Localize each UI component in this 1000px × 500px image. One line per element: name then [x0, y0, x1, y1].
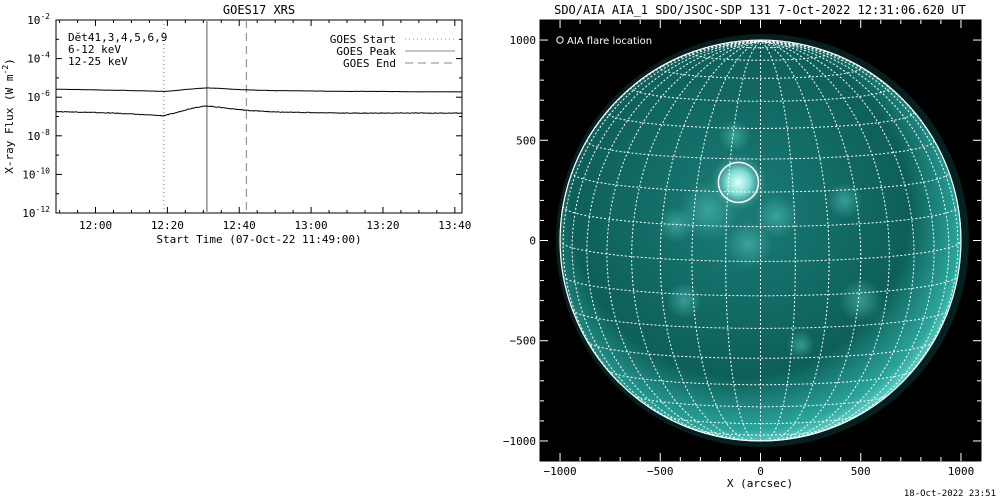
- grid-longitude-line: [691, 40, 761, 442]
- goes-y-tick-base: 10: [27, 14, 40, 27]
- aia-x-tick-label: 0: [757, 465, 764, 478]
- active-regions: [658, 120, 883, 359]
- goes-y-tick-exp: -10: [36, 166, 51, 175]
- xrs-series-short: [56, 105, 462, 117]
- solar-limb: [559, 39, 962, 442]
- grid-latitude-line: [559, 240, 962, 263]
- grid-longitude-line: [760, 40, 915, 440]
- active-region-glow: [838, 278, 883, 323]
- aia-solar-image: SDO/AIA AIA_1 SDO/JSOC-SDP 131 7-Oct-202…: [503, 3, 982, 490]
- grid-longitude-line: [659, 40, 761, 441]
- footer-timestamp: 18-Oct-2022 23:51: [904, 489, 996, 499]
- goes-series-group: [56, 87, 462, 117]
- goes-x-tick-label: 12:20: [151, 219, 184, 232]
- solar-disk: [556, 34, 969, 447]
- grid-latitude-line: [586, 341, 935, 359]
- goes-y-tick-base: 10: [22, 168, 35, 181]
- grid-longitude-line: [760, 40, 796, 442]
- goes-y-tick-exp: -6: [40, 89, 50, 98]
- band-label-low: 6-12 keV: [68, 43, 121, 56]
- active-region-glow: [786, 330, 815, 359]
- active-region-glow: [826, 182, 863, 219]
- grid-longitude-line: [760, 40, 935, 439]
- goes-x-tick-label: 12:00: [79, 219, 112, 232]
- legend-label-end: GOES End: [343, 57, 396, 70]
- legend-label-peak: GOES Peak: [336, 45, 396, 58]
- aia-x-tick-label: −1000: [543, 465, 576, 478]
- goes-y-tick-exp: -8: [40, 128, 50, 137]
- goes-y-axis-label: X-ray Flux (W m-2): [1, 58, 16, 174]
- goes-y-tick-base: 10: [27, 130, 40, 143]
- goes-x-tick-label: 13:40: [438, 219, 471, 232]
- aia-x-tick-label: 1000: [948, 465, 975, 478]
- xrs-series-long: [56, 87, 462, 93]
- aia-legend-circle-icon: [556, 36, 564, 44]
- goes-y-tick-base: 10: [22, 207, 35, 220]
- grid-longitude-line: [760, 40, 890, 441]
- grid-longitude-line: [760, 40, 862, 441]
- grid-longitude-line: [760, 40, 959, 412]
- flare-brightening: [708, 152, 769, 213]
- grid-longitude-line: [760, 40, 830, 442]
- goes-y-tick-exp: -2: [40, 12, 50, 21]
- grid-longitude-line: [606, 40, 761, 440]
- aia-y-tick-label: 0: [529, 235, 536, 248]
- aia-y-tick-label: 500: [516, 134, 536, 147]
- heliographic-grid: [559, 39, 962, 442]
- goes-x-tick-label: 12:40: [223, 219, 256, 232]
- goes-y-tick-label: 10-10: [22, 166, 50, 181]
- grid-latitude-line: [562, 205, 959, 227]
- goes-chart-title: GOES17 XRS: [223, 3, 295, 17]
- aia-y-tick-label: −1000: [503, 435, 536, 448]
- grid-latitude-line: [725, 41, 796, 49]
- goes-y-tick-label: 10-12: [22, 205, 50, 220]
- active-region-glow: [754, 194, 799, 239]
- active-region-glow: [718, 120, 751, 153]
- grid-latitude-line: [631, 86, 890, 102]
- active-region-glow: [666, 282, 703, 319]
- goes-event-markers: [163, 20, 248, 213]
- grid-longitude-line: [562, 40, 761, 412]
- grid-longitude-line: [760, 40, 950, 433]
- grid-latitude-line: [632, 394, 889, 408]
- grid-longitude-line: [571, 40, 761, 433]
- goes-x-tick-label: 13:20: [366, 219, 399, 232]
- goes-x-axis-label: Start Time (07-Oct-22 11:49:00): [156, 233, 361, 246]
- goes-x-tick-label: 13:00: [295, 219, 328, 232]
- grid-latitude-line: [662, 414, 859, 425]
- grid-longitude-line: [725, 40, 761, 442]
- goes-y-tick-label: 10-2: [27, 12, 50, 27]
- grid-longitude-line: [586, 40, 761, 439]
- aia-x-tick-label: 500: [851, 465, 871, 478]
- grid-latitude-line: [659, 65, 862, 79]
- detector-label: Dĕt41,3,4,5,6,9: [68, 31, 167, 44]
- goes-y-tick-label: 10-8: [27, 128, 50, 143]
- aia-axis-ticks: −1000 −500 0 500 1000 1000 500 0 −500 −1000: [503, 20, 981, 478]
- goes-legend: GOES Start GOES Peak GOES End: [330, 33, 455, 70]
- goes-y-tick-base: 10: [27, 53, 40, 66]
- aia-legend: AIA flare location: [556, 36, 652, 47]
- grid-latitude-line: [572, 309, 949, 329]
- aia-image-title: SDO/AIA AIA_1 SDO/JSOC-SDP 131 7-Oct-202…: [554, 3, 966, 17]
- goes-y-tick-label: 10-4: [27, 51, 50, 66]
- flare-location-circle: [717, 161, 760, 204]
- flare-location-marker: [717, 161, 760, 204]
- goes-axis-ticks: 12:00 12:20 12:40 13:00 13:20 13:4010-210-410…: [22, 12, 471, 232]
- goes-y-tick-base: 10: [27, 91, 40, 104]
- goes-y-tick-label: 10-6: [27, 89, 50, 104]
- aia-y-tick-label: 1000: [510, 34, 537, 47]
- grid-latitude-line: [607, 369, 914, 386]
- aia-legend-label: AIA flare location: [567, 36, 652, 47]
- grid-longitude-line: [631, 40, 761, 441]
- aia-y-tick-label: −500: [510, 335, 537, 348]
- legend-label-start: GOES Start: [330, 33, 396, 46]
- goes-xrs-chart: GOES17 XRS 12:00 12:20 12:40 13:00 13:20 13:4…: [1, 3, 471, 246]
- aia-x-axis-label: X (arcsec): [727, 477, 793, 490]
- goes-y-tick-exp: -4: [40, 51, 50, 60]
- goes-y-tick-exp: -12: [36, 205, 51, 214]
- aia-x-tick-label: −500: [647, 465, 674, 478]
- band-label-high: 12-25 keV: [68, 55, 128, 68]
